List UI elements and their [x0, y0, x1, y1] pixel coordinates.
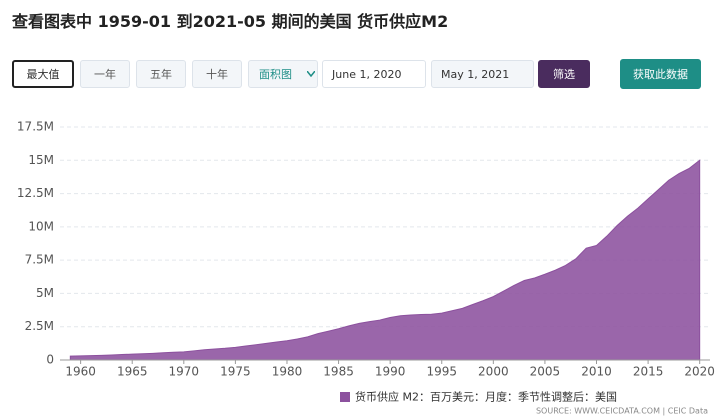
start-date[interactable]: June 1, 2020: [322, 60, 426, 88]
x-tick-label: 1980: [272, 365, 303, 379]
source-note: SOURCE: WWW.CEICDATA.COM | CEIC Data: [536, 407, 708, 416]
x-tick-label: 2005: [530, 365, 561, 379]
y-tick-label: 0: [46, 353, 54, 367]
x-tick-label: 2000: [478, 365, 509, 379]
page-title: 查看图表中 1959-01 到2021-05 期间的美国 货币供应M2: [12, 12, 449, 31]
x-tick-label: 1995: [426, 365, 457, 379]
y-tick-label: 2.5M: [25, 319, 54, 333]
range-button[interactable]: 最大值: [12, 60, 74, 88]
end-date[interactable]: May 1, 2021: [431, 60, 534, 88]
y-tick-label: 15M: [28, 153, 54, 167]
filter-button[interactable]: 筛选: [538, 60, 590, 88]
x-tick-label: 1970: [169, 365, 200, 379]
select-arrow: [307, 71, 315, 77]
y-tick-label: 10M: [28, 219, 54, 233]
x-tick-label: 1960: [65, 365, 96, 379]
y-tick-label: 5M: [36, 286, 54, 300]
y-tick-label: 17.5M: [17, 120, 54, 134]
get-data-button[interactable]: 获取此数据: [620, 59, 701, 89]
chart-type-select[interactable]: 面积图: [248, 60, 318, 88]
x-tick-label: 1975: [220, 365, 251, 379]
legend-swatch: [340, 392, 350, 402]
select-value: 面积图: [259, 68, 292, 81]
x-tick-label: 2010: [581, 365, 612, 379]
area: [69, 159, 701, 361]
x-tick-label: 2015: [633, 365, 664, 379]
x-tick-label: 1965: [117, 365, 148, 379]
x-tick-label: 1985: [323, 365, 354, 379]
legend-label: 货币供应 M2：百万美元：月度：季节性调整后：美国: [355, 390, 617, 404]
range-button[interactable]: 十年: [192, 60, 242, 88]
y-tick-label: 7.5M: [25, 253, 54, 267]
range-button[interactable]: 一年: [80, 60, 130, 88]
x-tick-label: 1990: [375, 365, 406, 379]
x-tick-label: 2020: [684, 365, 715, 379]
y-tick-label: 12.5M: [17, 186, 54, 200]
range-button[interactable]: 五年: [136, 60, 186, 88]
